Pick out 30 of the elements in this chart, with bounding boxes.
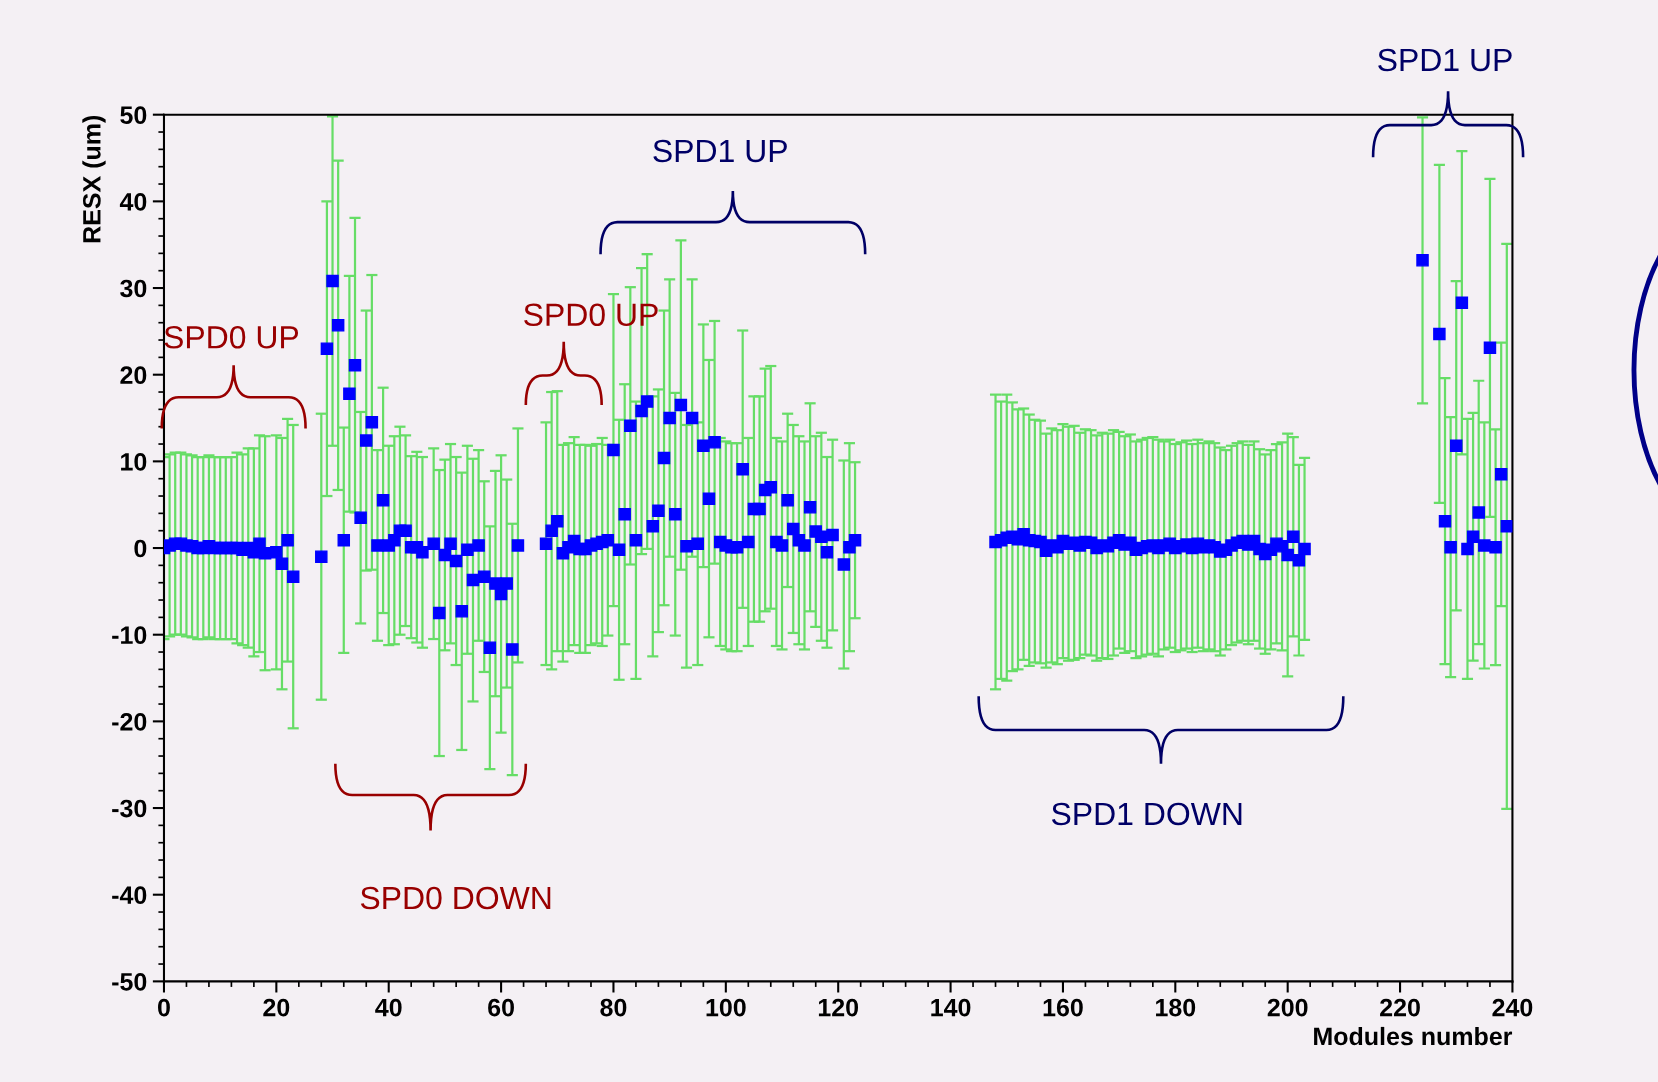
x-tick-label: 0 bbox=[158, 998, 170, 1017]
x-tick-label: 160 bbox=[1043, 998, 1083, 1017]
x-tick-label: 240 bbox=[1492, 998, 1533, 1017]
y-tick-label: -50 bbox=[112, 972, 147, 991]
x-tick-label: 220 bbox=[1380, 998, 1420, 1017]
x-tick-label: 60 bbox=[488, 998, 514, 1017]
text: SPD1 UP bbox=[1378, 48, 1512, 72]
y-tick-label: -30 bbox=[112, 799, 147, 818]
x-tick-label: 180 bbox=[1156, 998, 1196, 1017]
y-tick-label: 40 bbox=[119, 192, 147, 211]
annotation: SPD1 UP bbox=[653, 139, 787, 163]
annotation: SPD0 DOWN bbox=[360, 886, 551, 910]
y-tick-label: -20 bbox=[112, 712, 147, 731]
x-tick-label: 40 bbox=[375, 998, 402, 1017]
y-tick-label: 0 bbox=[134, 539, 147, 558]
y-tick-label: 30 bbox=[120, 279, 147, 298]
x-tick-label: 200 bbox=[1267, 998, 1308, 1017]
annotation: SPD1 DOWN bbox=[1051, 802, 1242, 826]
y-tick-label: 20 bbox=[120, 366, 147, 384]
y-tick-label: -40 bbox=[112, 886, 147, 905]
x-tick-label: 20 bbox=[263, 998, 290, 1017]
y-tick-label: -10 bbox=[112, 626, 147, 645]
x-tick-label: 100 bbox=[706, 998, 746, 1017]
y-tick-label: 10 bbox=[121, 452, 147, 471]
y-axis-title: RESX (um) bbox=[82, 115, 106, 243]
y-tick-label: 50 bbox=[120, 106, 147, 124]
x-tick-label: 140 bbox=[931, 998, 971, 1017]
x-tick-label: 80 bbox=[600, 998, 627, 1017]
x-axis-title: Modules number bbox=[1314, 1026, 1513, 1046]
x-tick-label: 120 bbox=[818, 998, 859, 1017]
